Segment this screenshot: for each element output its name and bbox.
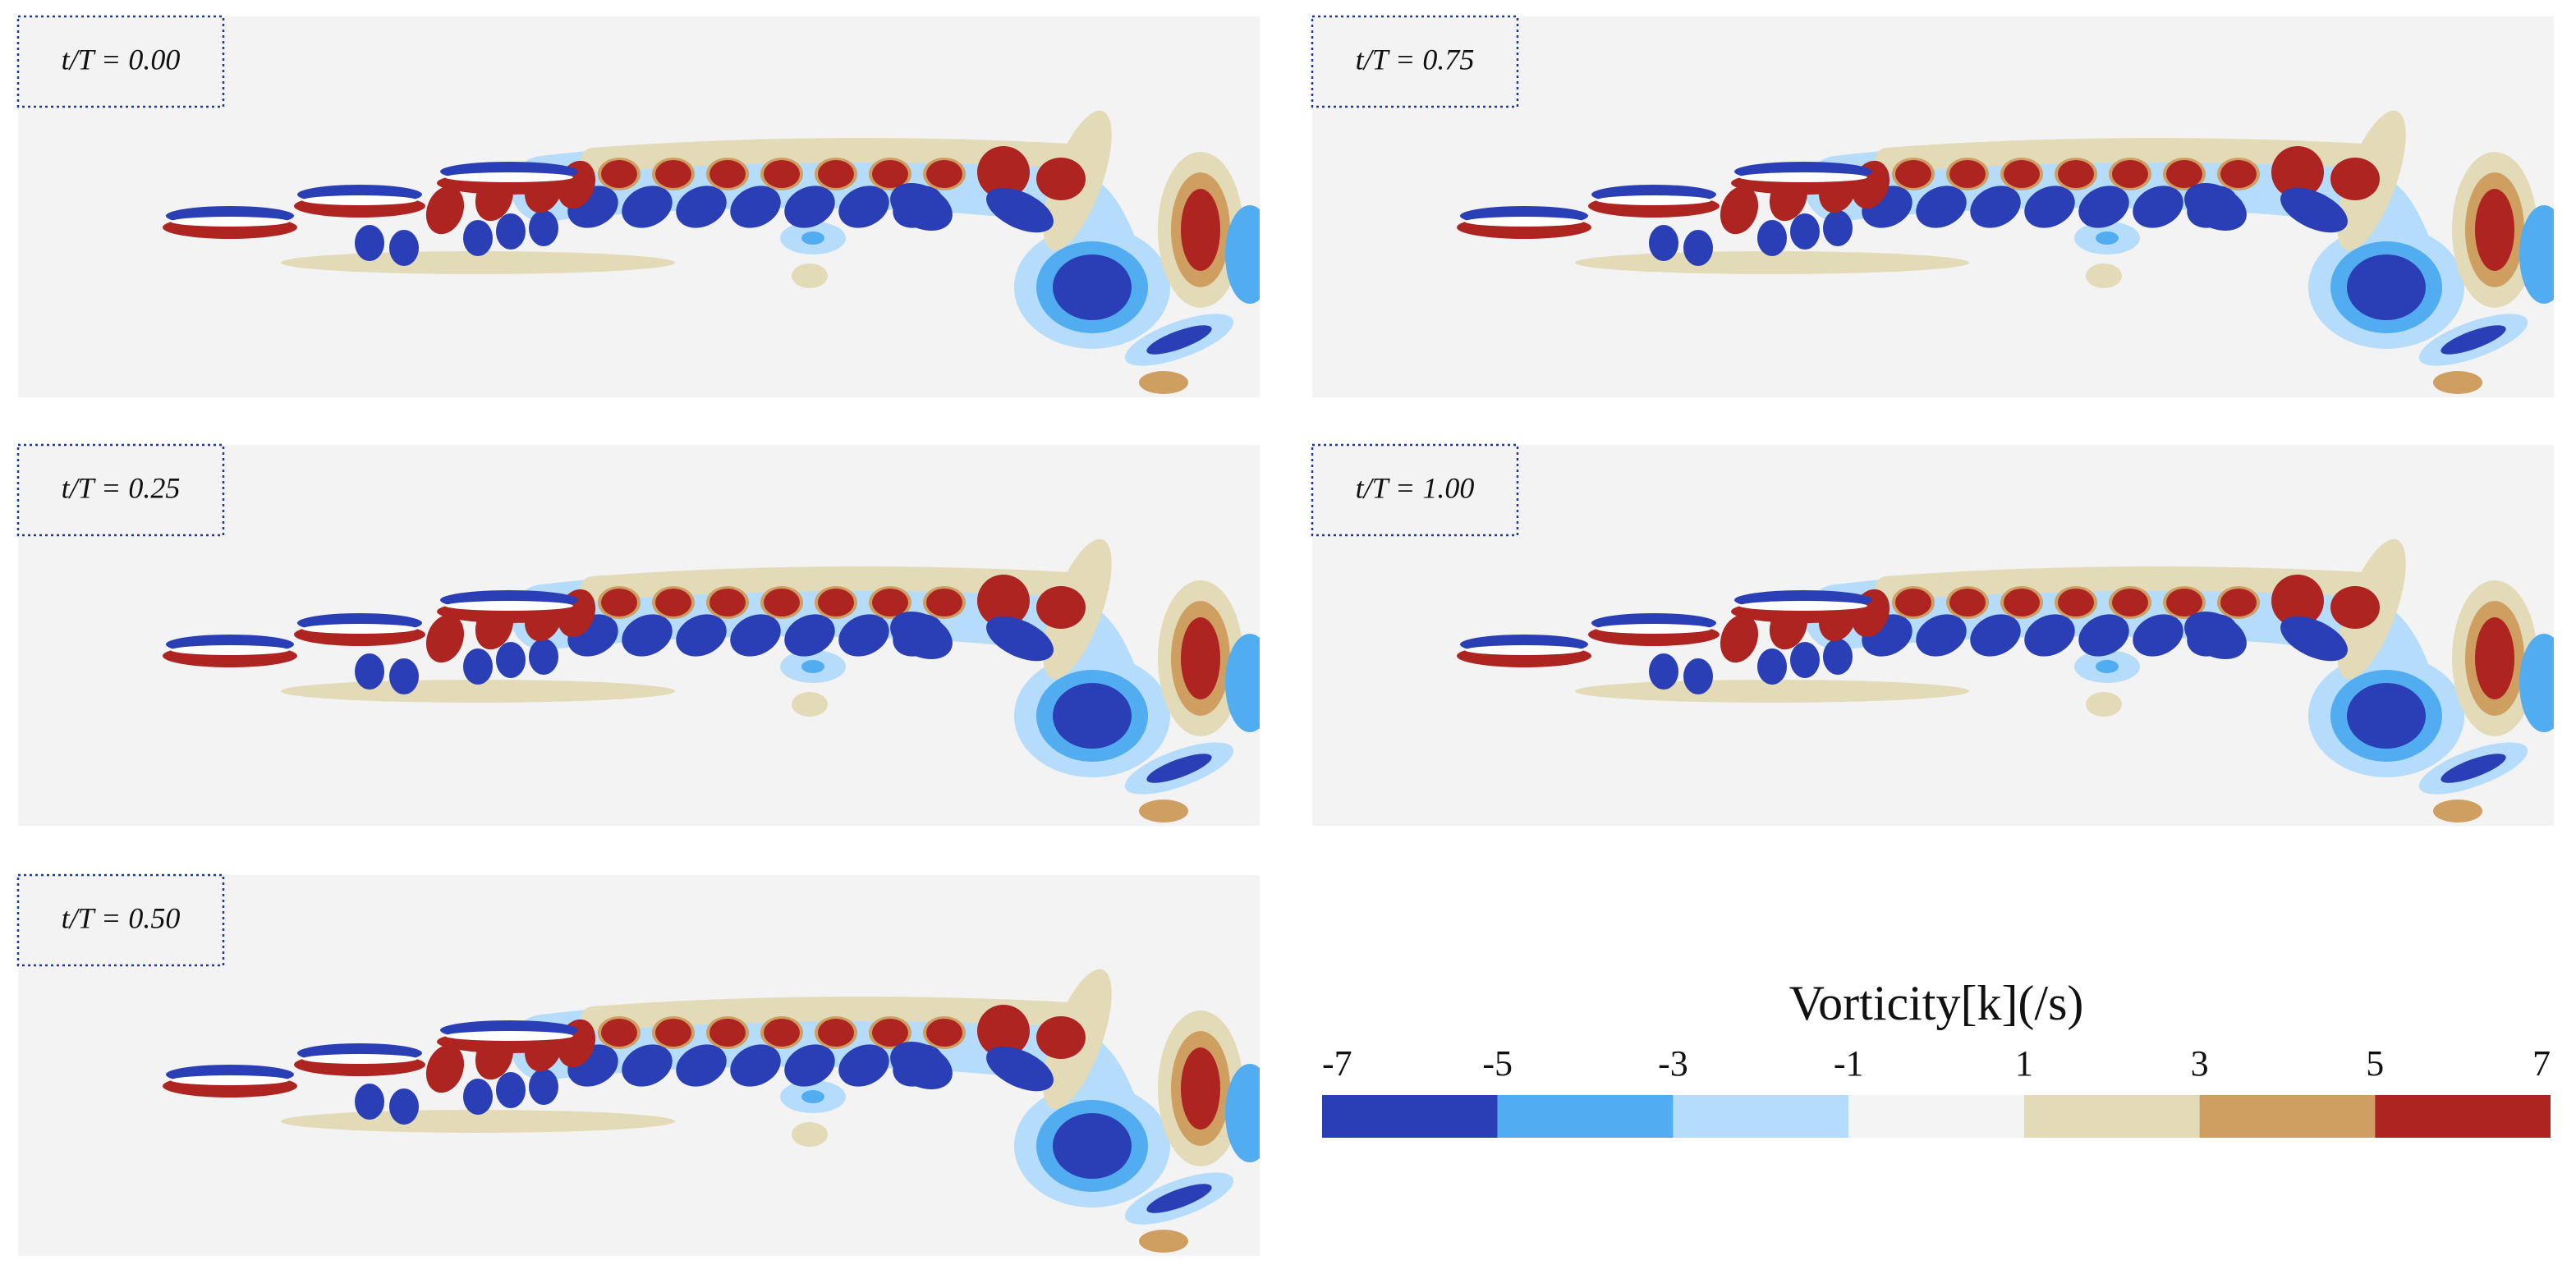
label-box <box>16 873 225 967</box>
colorbar-segment <box>2023 1095 2200 1138</box>
panel-label: t/T = 0.00 <box>62 43 181 76</box>
panel-label: t/T = 0.25 <box>62 471 181 504</box>
colorbar-tick-label: 7 <box>2532 1043 2551 1084</box>
colorbar-tick-label: -3 <box>1658 1043 1688 1084</box>
colorbar-tick-label: 3 <box>2191 1043 2209 1084</box>
colorbar-segment <box>2375 1095 2551 1138</box>
colorbar-tick-label: -5 <box>1482 1043 1513 1084</box>
label-box <box>1311 443 1519 537</box>
colorbar-segment <box>2199 1095 2376 1138</box>
panel: t/T = 0.50 <box>18 875 1274 1256</box>
colorbar-title: Vorticity[k](/s) <box>1789 976 2084 1030</box>
colorbar-segment <box>1848 1095 2024 1138</box>
label-box <box>16 443 225 537</box>
colorbar-tick-label: -1 <box>1834 1043 1864 1084</box>
colorbar-segment <box>1497 1095 1674 1138</box>
colorbar-segment <box>1322 1095 1498 1138</box>
label-box <box>16 15 225 108</box>
flow-field <box>18 875 1274 1256</box>
colorbar-segment <box>1673 1095 1849 1138</box>
colorbar-tick-label: 5 <box>2366 1043 2384 1084</box>
colorbar-tick-label: -7 <box>1322 1043 1352 1084</box>
panel: t/T = 0.00 <box>18 16 1274 397</box>
panel-label: t/T = 0.75 <box>1356 43 1475 76</box>
panel: t/T = 0.25 <box>18 445 1274 826</box>
panel: t/T = 1.00 <box>1312 445 2569 826</box>
flow-field <box>18 16 1274 397</box>
panel-label: t/T = 0.50 <box>62 901 181 934</box>
panel-label: t/T = 1.00 <box>1356 471 1475 504</box>
label-box <box>1311 15 1519 108</box>
colorbar-tick-label: 1 <box>2015 1043 2033 1084</box>
flow-field <box>18 445 1274 826</box>
panel: t/T = 0.75 <box>1312 16 2569 397</box>
flow-field <box>1312 445 2569 826</box>
flow-field <box>1312 16 2569 397</box>
